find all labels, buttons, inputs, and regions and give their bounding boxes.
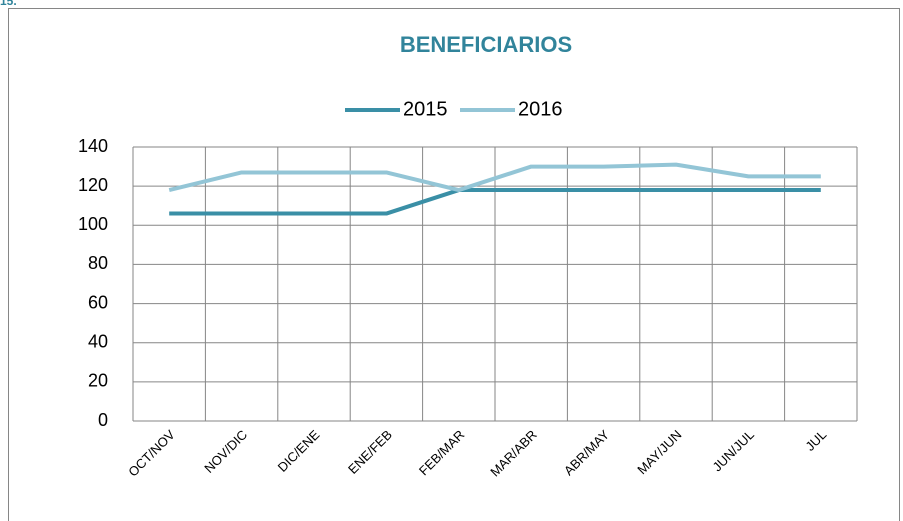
y-tick-label: 20 (88, 371, 108, 391)
x-tick-label: JUN/JUL (710, 427, 757, 474)
y-tick-label: 0 (98, 410, 108, 430)
y-tick-label: 60 (88, 292, 108, 312)
x-tick-label: MAY/JUN (634, 427, 684, 477)
series-line (168, 162, 821, 193)
x-tick-label: FEB/MAR (416, 427, 467, 478)
y-tick-label: 80 (88, 253, 108, 273)
y-tick-label: 120 (78, 175, 108, 195)
chart-title: BENEFICIARIOS (400, 32, 572, 57)
x-tick-label: OCT/NOV (125, 427, 178, 480)
x-tick-label: ABR/MAY (561, 427, 613, 479)
y-tick-label: 100 (78, 214, 108, 234)
x-tick-label: ENE/FEB (345, 427, 395, 477)
legend-label: 2015 (403, 98, 448, 120)
x-tick-label: DIC/ENE (275, 427, 323, 475)
legend-label: 2016 (518, 98, 563, 120)
y-tick-label: 140 (78, 136, 108, 156)
x-tick-label: JUL (802, 427, 829, 454)
y-tick-label: 40 (88, 331, 108, 351)
x-tick-label: MAR/ABR (487, 427, 539, 479)
series-line (169, 188, 821, 216)
corner-label: 15. (0, 0, 17, 8)
x-tick-label: NOV/DIC (201, 427, 250, 476)
chart-frame (8, 8, 900, 521)
